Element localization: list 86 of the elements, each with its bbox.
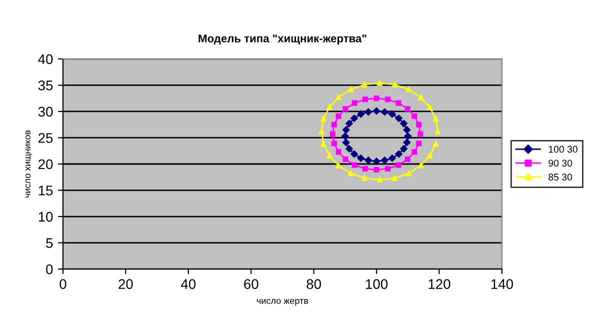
point bbox=[320, 141, 326, 147]
point bbox=[336, 113, 342, 119]
point bbox=[364, 108, 372, 116]
point bbox=[342, 156, 348, 162]
x-tick-label: 40 bbox=[180, 279, 196, 289]
point bbox=[331, 122, 337, 128]
point bbox=[400, 120, 408, 128]
point bbox=[396, 100, 402, 106]
point bbox=[416, 122, 422, 128]
point bbox=[376, 176, 382, 183]
legend-label: 90 30 bbox=[548, 160, 572, 167]
point bbox=[346, 145, 353, 152]
point bbox=[395, 114, 402, 122]
point bbox=[357, 110, 364, 118]
point bbox=[395, 150, 402, 158]
y-tick-label: 30 bbox=[38, 106, 53, 117]
point bbox=[331, 140, 337, 146]
point bbox=[427, 152, 433, 158]
point bbox=[336, 149, 342, 155]
y-tick-label: 0 bbox=[46, 264, 53, 274]
point bbox=[342, 138, 350, 146]
point bbox=[362, 82, 368, 88]
point bbox=[374, 167, 380, 173]
point bbox=[362, 166, 368, 172]
point bbox=[412, 113, 418, 119]
legend-label: 100 30 bbox=[548, 146, 578, 153]
y-tick-label: 15 bbox=[38, 186, 53, 196]
point bbox=[385, 166, 391, 172]
point bbox=[403, 126, 411, 134]
point bbox=[416, 140, 422, 146]
x-tick-label: 80 bbox=[306, 279, 321, 289]
point bbox=[326, 152, 332, 158]
point bbox=[362, 96, 368, 102]
point bbox=[330, 131, 336, 137]
point bbox=[388, 154, 396, 162]
point bbox=[404, 132, 412, 140]
point bbox=[374, 96, 380, 102]
point bbox=[388, 110, 396, 118]
y-tick-label: 25 bbox=[38, 133, 53, 143]
point bbox=[342, 132, 349, 140]
point bbox=[342, 106, 348, 112]
point bbox=[350, 114, 358, 122]
point bbox=[400, 145, 408, 152]
point bbox=[372, 107, 380, 115]
point bbox=[362, 175, 368, 181]
point bbox=[381, 156, 388, 164]
x-tick-label: 20 bbox=[118, 279, 133, 289]
point bbox=[357, 154, 364, 162]
chart-title: Модель типа "хищник-жертва" bbox=[198, 34, 366, 45]
y-tick-label: 35 bbox=[38, 80, 53, 90]
point bbox=[352, 162, 358, 168]
point bbox=[418, 131, 424, 137]
point bbox=[404, 106, 410, 112]
point bbox=[346, 120, 353, 128]
point bbox=[404, 156, 410, 162]
x-tick-label: 140 bbox=[491, 279, 513, 289]
point bbox=[381, 108, 388, 116]
point bbox=[372, 158, 380, 166]
point bbox=[364, 156, 372, 164]
point bbox=[418, 162, 424, 168]
point bbox=[326, 104, 332, 110]
x-tick-label: 100 bbox=[366, 279, 388, 289]
x-tick-label: 0 bbox=[60, 279, 66, 289]
point bbox=[427, 104, 433, 110]
point bbox=[412, 149, 418, 155]
point bbox=[336, 162, 342, 168]
y-tick-label: 10 bbox=[38, 212, 53, 222]
x-tick-label: 60 bbox=[244, 279, 258, 289]
y-axis-title: число хищников bbox=[26, 130, 32, 198]
point bbox=[352, 100, 358, 106]
legend-label: 85 30 bbox=[548, 174, 572, 181]
x-axis-title: число жертв bbox=[257, 298, 308, 306]
point bbox=[396, 162, 402, 168]
point bbox=[342, 126, 350, 134]
point bbox=[376, 80, 382, 86]
point bbox=[318, 128, 324, 134]
point bbox=[385, 96, 391, 102]
point bbox=[432, 141, 439, 147]
x-tick-label: 120 bbox=[428, 279, 450, 289]
y-tick-label: 20 bbox=[38, 159, 53, 170]
point bbox=[403, 138, 411, 146]
y-tick-label: 5 bbox=[46, 238, 53, 248]
point bbox=[392, 175, 398, 181]
y-tick-label: 40 bbox=[38, 54, 53, 64]
point bbox=[350, 150, 358, 158]
point bbox=[392, 82, 398, 88]
